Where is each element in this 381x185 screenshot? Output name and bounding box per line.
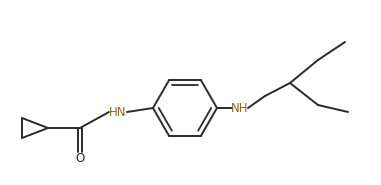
Text: O: O — [75, 152, 85, 166]
Text: NH: NH — [231, 102, 249, 115]
Text: HN: HN — [109, 105, 127, 119]
